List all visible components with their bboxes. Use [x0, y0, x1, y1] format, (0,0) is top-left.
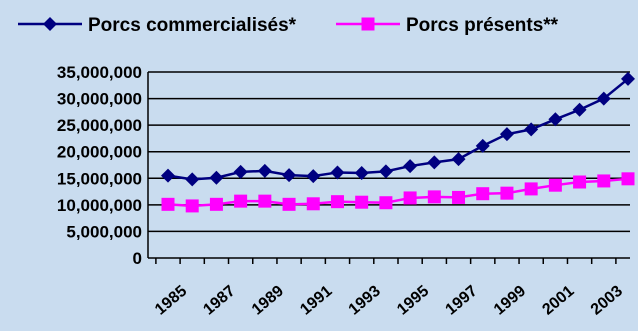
data-point	[379, 196, 393, 210]
data-point	[548, 178, 562, 192]
data-point	[209, 197, 223, 211]
data-point	[161, 197, 175, 211]
data-point	[427, 155, 442, 170]
data-point	[161, 168, 175, 183]
data-point	[403, 159, 418, 174]
y-tick-label: 30,000,000	[57, 90, 142, 109]
data-point	[306, 169, 321, 184]
data-point	[330, 195, 344, 209]
x-tick-label: 1993	[346, 283, 384, 319]
legend-label: Porcs commercialisés*	[88, 15, 297, 36]
data-point	[500, 186, 514, 200]
data-point	[621, 71, 635, 86]
x-tick-label: 1985	[152, 283, 190, 319]
data-point	[185, 172, 200, 187]
data-point	[452, 190, 466, 204]
x-tick-label: 2003	[588, 283, 626, 319]
data-point	[572, 102, 587, 117]
grid-lines	[147, 71, 630, 259]
data-point	[524, 182, 538, 196]
x-tick-label: 1991	[297, 283, 335, 319]
data-point	[451, 152, 466, 167]
y-tick-label: 15,000,000	[57, 169, 142, 188]
data-point	[209, 170, 224, 185]
data-point	[499, 127, 514, 142]
data-point	[257, 163, 272, 178]
data-point	[621, 172, 635, 186]
data-point	[233, 164, 248, 179]
legend: Porcs commercialisés* Porcs présents**	[18, 15, 559, 36]
data-point	[306, 197, 320, 211]
data-point	[573, 175, 587, 189]
data-point	[354, 165, 369, 180]
data-point	[524, 122, 539, 137]
data-point	[427, 190, 441, 204]
data-point	[330, 165, 345, 180]
data-point	[185, 199, 199, 213]
data-point	[282, 197, 296, 211]
data-point	[258, 194, 272, 208]
x-tick-label: 1989	[249, 283, 287, 319]
x-tick-label: 1987	[200, 283, 238, 319]
series-1	[161, 71, 635, 187]
x-tick-label: 1999	[491, 283, 529, 319]
data-point	[378, 164, 393, 179]
y-tick-label: 10,000,000	[57, 196, 142, 215]
y-tick-label: 25,000,000	[57, 116, 142, 135]
data-point	[282, 168, 297, 183]
y-tick-label: 35,000,000	[57, 63, 142, 82]
data-point	[597, 174, 611, 188]
y-tick-label: 0	[133, 249, 142, 268]
x-tick-label: 1995	[394, 283, 432, 319]
data-point	[596, 91, 611, 106]
series-line	[167, 77, 629, 181]
data-point	[234, 194, 248, 208]
x-axis-ticks: 1985 1987 1989 1991 1993 1995 1997 1999 2001 2003	[152, 258, 626, 319]
y-tick-label: 20,000,000	[57, 143, 142, 162]
x-tick-label: 1997	[443, 283, 481, 319]
legend-marker	[43, 17, 57, 31]
data-point	[355, 195, 369, 209]
data-point	[548, 112, 563, 127]
legend-marker	[361, 17, 375, 31]
y-tick-label: 5,000,000	[66, 222, 142, 241]
data-point	[476, 187, 490, 201]
legend-label: Porcs présents**	[406, 15, 559, 36]
data-point	[475, 138, 490, 153]
series-2	[161, 172, 635, 213]
y-axis-ticks: 35,000,000 30,000,000 25,000,000 20,000,000…	[57, 63, 142, 268]
data-point	[403, 191, 417, 205]
x-tick-label: 2001	[539, 283, 577, 319]
series-layer	[161, 71, 635, 213]
